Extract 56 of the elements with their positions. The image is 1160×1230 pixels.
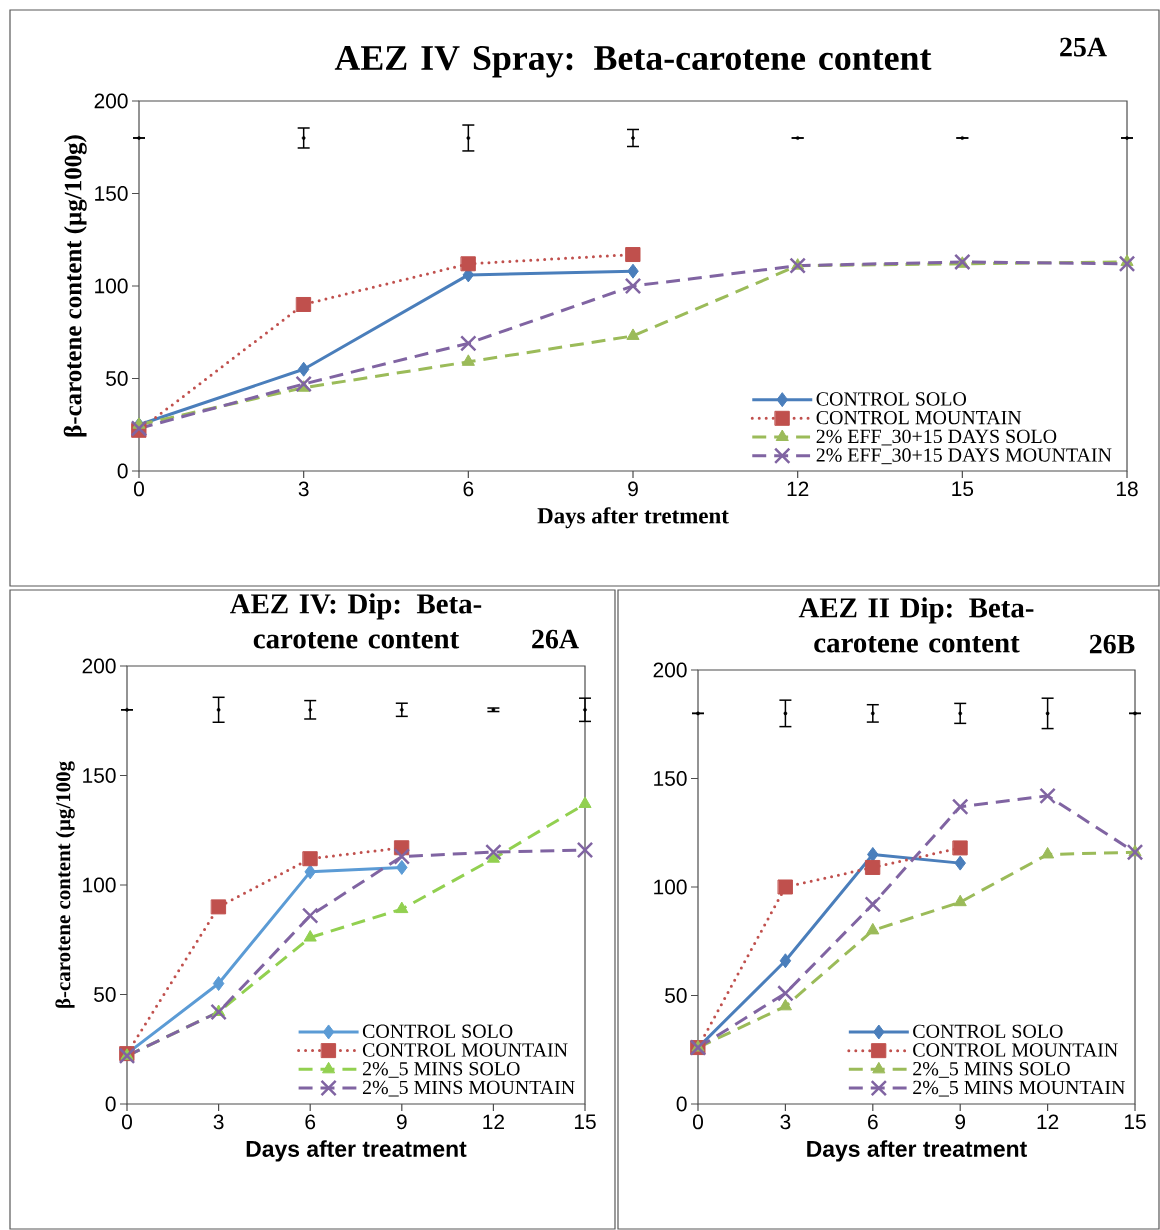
x-axis-title: Days after treatment (246, 1140, 467, 1162)
text: 26B (1089, 634, 1135, 654)
legend-label: CONTROL MOUNTAIN (913, 1043, 1118, 1057)
x-tick-label: 9 (955, 1114, 966, 1130)
y-tick-label: 200 (82, 658, 116, 674)
y-tick-label: 150 (83, 768, 116, 783)
text: 25A (1060, 37, 1107, 57)
x-tick-label: 0 (693, 1114, 703, 1130)
x-tick-label: 18 (1116, 481, 1138, 497)
y-tick-label: 100 (654, 879, 687, 895)
x-tick-label: 3 (213, 1114, 224, 1130)
x-tick-label: 12 (483, 1114, 504, 1130)
x-tick-label: 3 (298, 481, 309, 497)
y-tick-label: 200 (94, 93, 128, 109)
legend-label: 2%_5 MINS MOUNTAIN (913, 1080, 1125, 1097)
y-tick-label: 150 (654, 771, 687, 786)
y-tick-label: 0 (676, 1096, 687, 1112)
y-axis-title: β-carotene content (µg/100g) (63, 135, 87, 437)
legend-label: CONTROL MOUNTAIN (816, 410, 1022, 425)
y-tick-label: 100 (83, 877, 116, 893)
text: 26A (532, 629, 579, 649)
y-tick-label: 150 (95, 186, 128, 201)
x-tick-label: 15 (574, 1114, 596, 1130)
legend-label: 2%_5 MINS MOUNTAIN (362, 1080, 575, 1097)
legend-label: CONTROL MOUNTAIN (362, 1043, 568, 1057)
chart-title: AEZ IV Spray: Beta-carotene content (334, 46, 932, 78)
legend-label: 2%_5 MINS SOLO (913, 1061, 1070, 1078)
y-tick-label: 100 (95, 278, 128, 294)
legend-label: CONTROL SOLO (913, 1024, 1063, 1039)
x-axis-title: Days after treatment (807, 1140, 1027, 1162)
y-tick-label: 50 (106, 371, 128, 386)
x-tick-label: 6 (305, 1114, 316, 1130)
x-tick-label: 9 (628, 481, 638, 497)
x-tick-label: 6 (868, 1114, 878, 1130)
legend-label: 2%_5 MINS SOLO (362, 1061, 520, 1078)
y-tick-label: 0 (105, 1096, 116, 1112)
x-axis-title: Days after tretment (537, 507, 729, 529)
legend-label: 2% EFF_30+15 DAYS SOLO (816, 429, 1057, 446)
x-tick-label: 12 (787, 481, 809, 497)
x-tick-label: 6 (463, 481, 474, 497)
chart-title: AEZ II Dip: Beta-carotene content (798, 597, 1034, 653)
x-tick-label: 15 (952, 481, 974, 497)
legend-label: CONTROL SOLO (816, 392, 967, 406)
y-tick-label: 50 (665, 988, 687, 1003)
chart-title: AEZ IV: Dip: Beta-carotene content (230, 593, 482, 649)
y-tick-label: 50 (94, 987, 116, 1002)
y-axis-title: β-carotene content (µg/100g (55, 761, 75, 1008)
y-tick-label: 200 (653, 662, 687, 678)
x-tick-label: 9 (396, 1114, 407, 1130)
y-tick-label: 0 (117, 463, 128, 479)
legend-label: CONTROL SOLO (362, 1024, 513, 1038)
x-tick-label: 12 (1037, 1114, 1059, 1130)
legend-label: 2% EFF_30+15 DAYS MOUNTAIN (816, 448, 1112, 465)
x-tick-label: 0 (133, 481, 144, 497)
x-tick-label: 3 (780, 1114, 791, 1130)
x-tick-label: 15 (1124, 1114, 1146, 1130)
